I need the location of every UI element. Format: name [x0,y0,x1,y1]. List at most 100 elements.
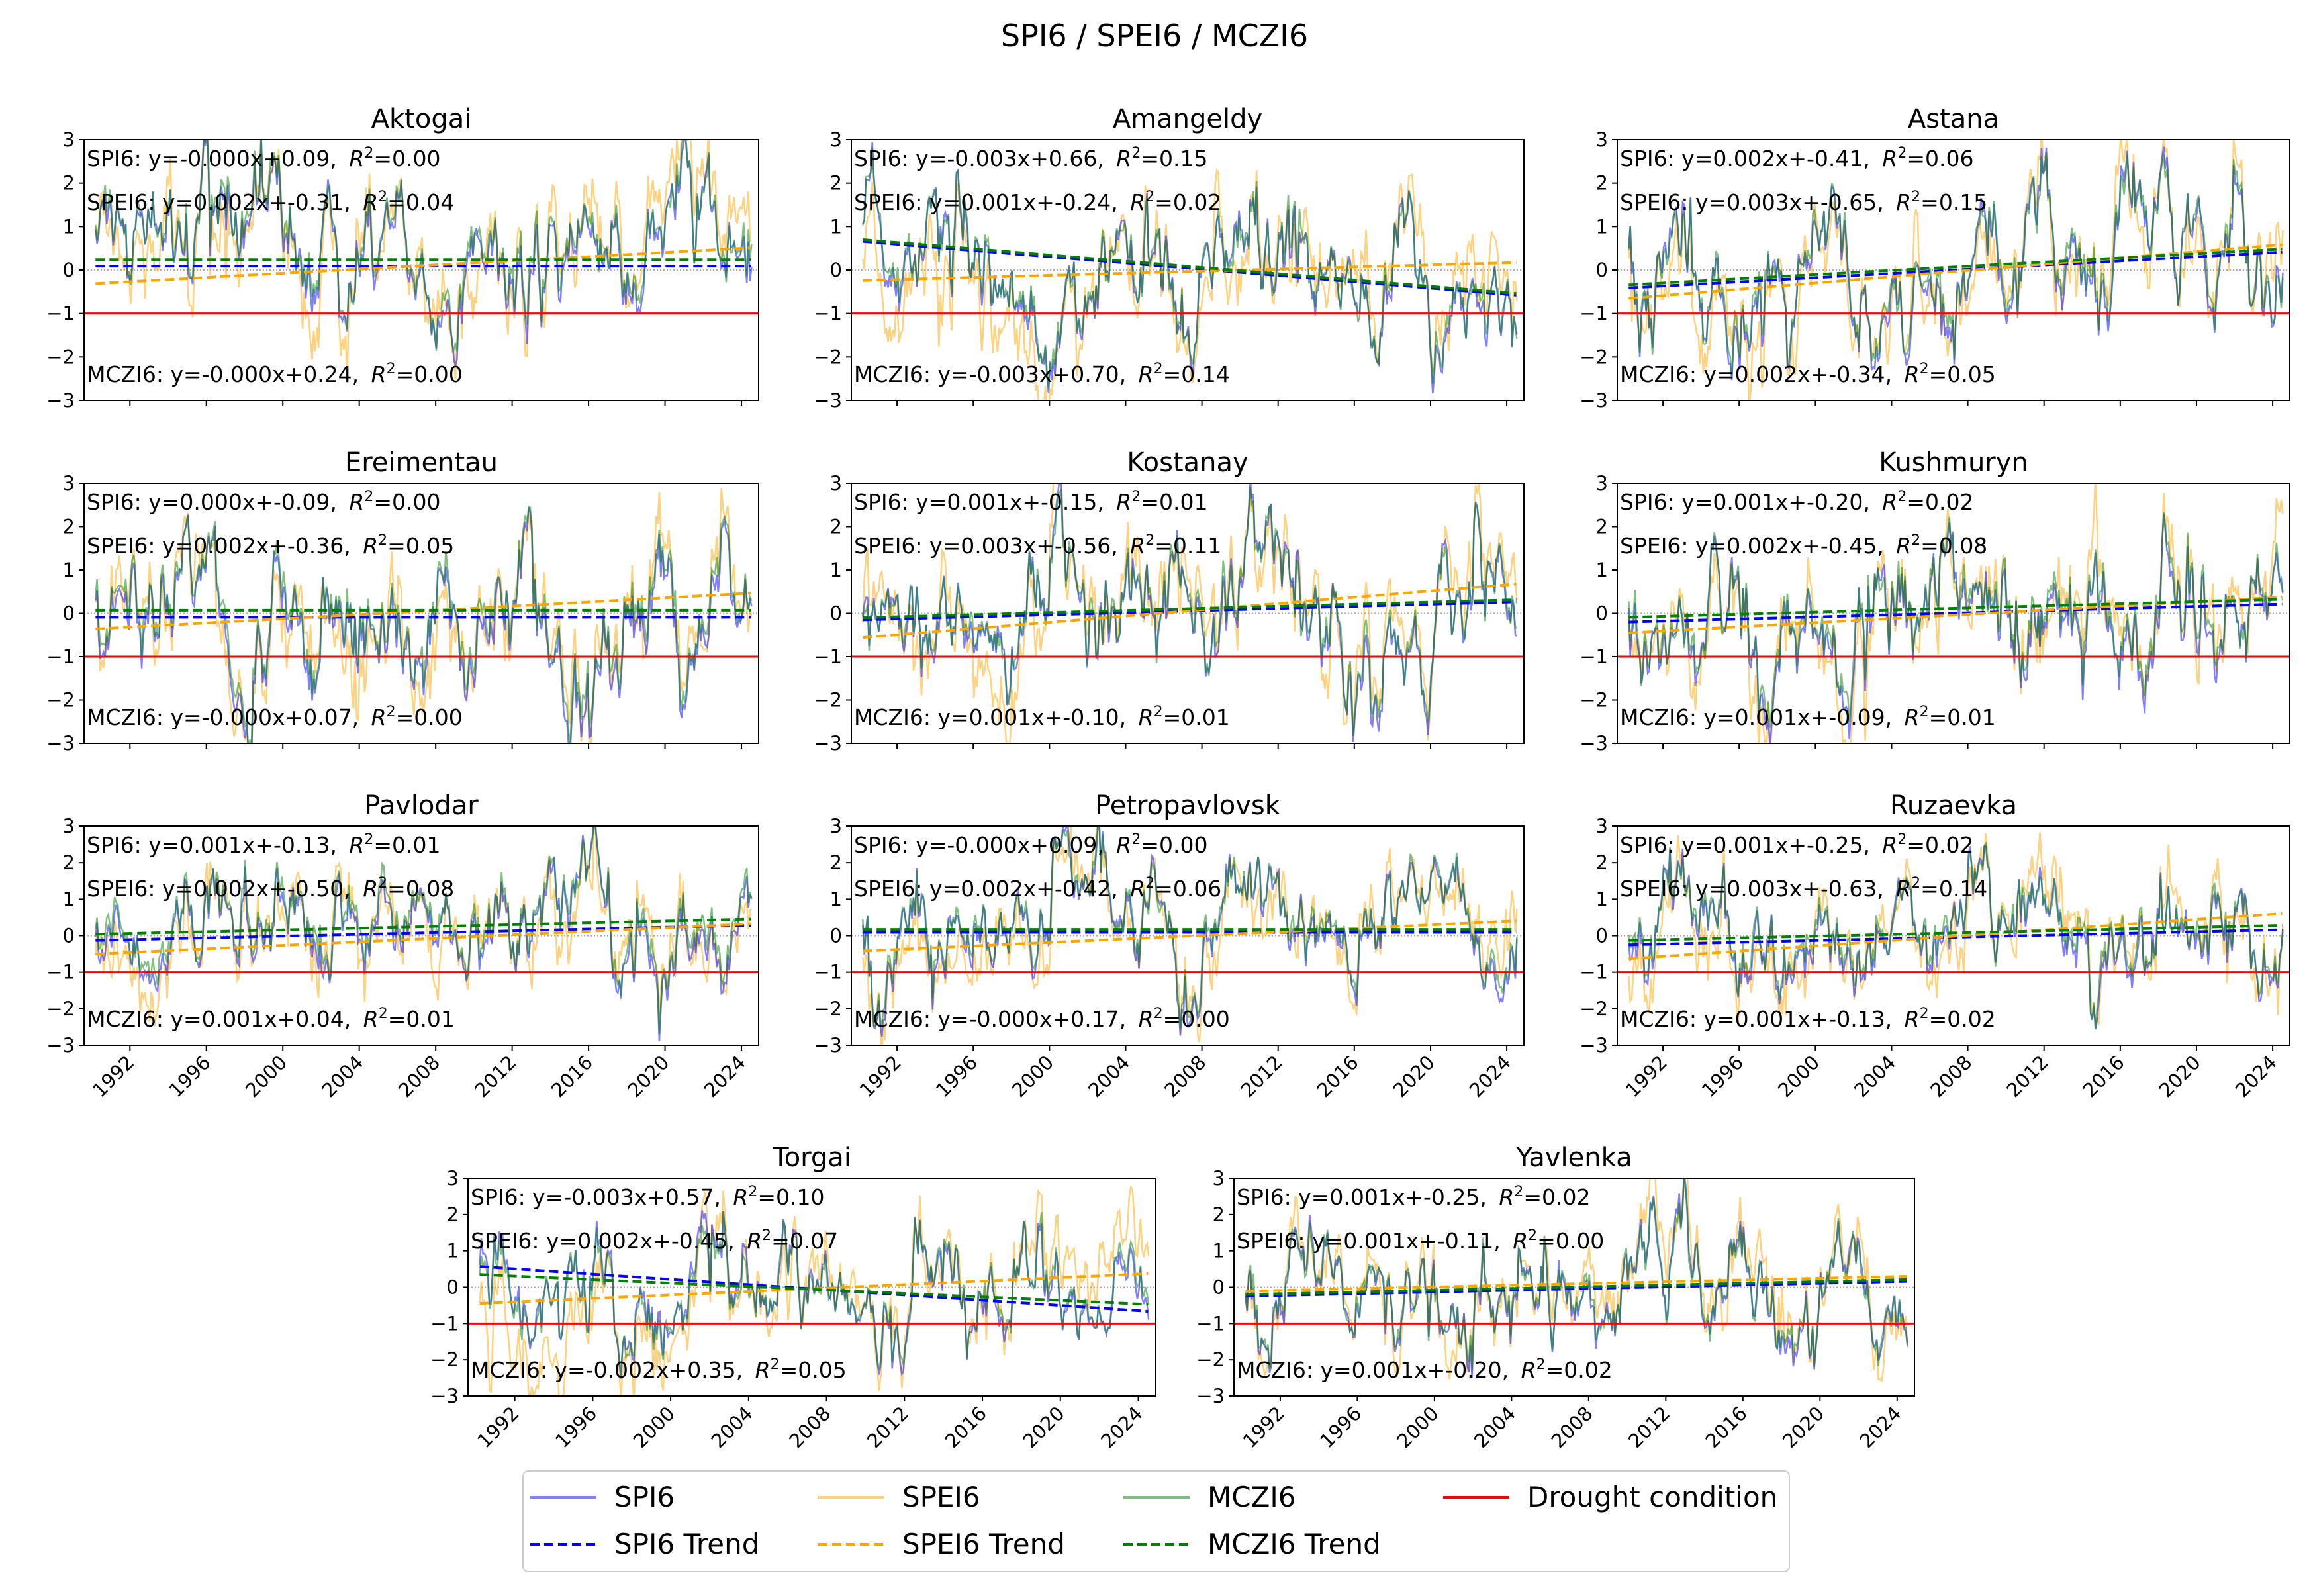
x-tick-label: 2008 [1547,1402,1597,1452]
series-group [95,487,753,743]
equation-text: SPEI6: y=0.001x+-0.11, [1237,1228,1507,1254]
r-symbol: R [755,1357,771,1383]
equation-text: SPI6: y=0.002x+-0.41, [1620,146,1877,171]
r2-equals: = [757,1184,776,1210]
subplot-kushmuryn: Kushmuryn 3 2 1 0 −1 −2 −3 SPI6: y=0.001x+-0.20,… [1579,447,2290,755]
x-tick-label: 2000 [1773,1051,1824,1102]
spei6-trend-equation: SPEI6: y=0.001x+-0.11, R2=0.00 [1237,1227,1604,1254]
equation-text: SPEI6: y=0.003x+-0.56, [854,533,1125,559]
equation-text: MCZI6: y=0.001x+-0.13, [1620,1006,1899,1032]
squared-superscript: 2 [1131,145,1141,162]
squared-superscript: 2 [364,831,373,848]
r-symbol: R [1116,489,1131,515]
r2-value: 0.06 [1925,146,1973,171]
equation-text: SPEI6: y=0.002x+-0.50, [87,876,357,902]
x-tick-label: 1996 [931,1051,982,1102]
r2-equals: = [1929,1006,1948,1032]
squared-superscript: 2 [1145,532,1154,549]
r-symbol: R [363,189,378,215]
x-tick-label: 2016 [941,1402,991,1452]
subplot-title: Amangeldy [1113,104,1262,134]
y-tick-label: 2 [1596,516,1608,538]
y-tick-label: −1 [1579,961,1608,984]
x-tick-label: 2020 [623,1051,673,1102]
r-symbol: R [1130,533,1145,559]
subplot-kostanay: Kostanay 3 2 1 0 −1 −2 −3 SPI6: y=0.001x+-0.15, … [814,447,1525,755]
x-tick-label: 2000 [1393,1402,1443,1452]
spei6-trend-equation: SPEI6: y=0.002x+-0.45, R2=0.07 [471,1227,838,1254]
mczi6-trend-equation: MCZI6: y=0.001x+-0.13, R2=0.02 [1620,1006,1996,1032]
equation-text: SPI6: y=-0.000x+0.09, [87,146,344,171]
r2-value: 0.11 [1173,533,1221,559]
subplot-title: Astana [1908,104,1999,134]
r-symbol: R [1499,1184,1514,1210]
r-symbol: R [363,1006,379,1032]
mczi6-trend-equation: MCZI6: y=0.001x+-0.10, R2=0.01 [854,704,1230,730]
x-tick-label: 2016 [547,1051,597,1102]
spei6-trend-equation: SPEI6: y=0.002x+-0.36, R2=0.05 [87,532,454,559]
y-tick-label: −3 [1579,732,1608,755]
spei6-trend-equation: SPEI6: y=0.002x+-0.31, R2=0.04 [87,189,454,215]
mczi6-trend-line [95,917,751,936]
y-tick-label: −1 [814,961,842,984]
r2-value: 0.02 [1542,1184,1590,1210]
subplot-petropavlovsk: Petropavlovsk 3 2 1 0 −1 −2 −3 1992 1996 2000 2004 2… [814,790,1525,1102]
equation-text: MCZI6: y=0.002x+-0.34, [1620,361,1899,387]
squared-superscript: 2 [387,704,396,720]
x-tick-label: 2008 [784,1402,835,1452]
mczi6-trend-equation: MCZI6: y=0.001x+-0.09, R2=0.01 [1620,704,1996,730]
x-tick-label: 1992 [1239,1402,1289,1452]
squared-superscript: 2 [364,145,373,162]
y-tick-label: −3 [46,389,75,412]
equation-text: SPEI6: y=0.003x+-0.65, [1620,189,1891,215]
r-symbol: R [1882,832,1897,858]
y-tick-label: 2 [1596,172,1608,195]
r2-value: 0.05 [1947,361,1995,387]
squared-superscript: 2 [378,875,387,892]
series-group [862,142,1518,400]
r2-value: 0.06 [1173,876,1221,902]
equation-text: MCZI6: y=-0.002x+0.35, [471,1357,750,1383]
legend-item-spi6: SPI6 [530,1481,675,1513]
x-tick-label: 1996 [164,1051,214,1102]
r2-value: 0.04 [406,189,454,215]
equation-text: MCZI6: y=-0.003x+0.70, [854,361,1133,387]
y-tick-label: 3 [1213,1167,1225,1190]
spi6-trend-equation: SPI6: y=0.002x+-0.41, R2=0.06 [1620,145,1973,171]
r2-value: 0.01 [1159,489,1207,515]
series-group [1628,140,2284,400]
r2-value: 0.02 [1925,832,1973,858]
y-tick-label: −3 [814,389,842,412]
y-tick-label: −2 [814,689,842,712]
legend-label: SPEI6 Trend [902,1528,1065,1560]
x-tick-label: 1996 [1697,1051,1748,1102]
spi6-trend-equation: SPI6: y=-0.003x+0.66, R2=0.15 [854,145,1207,171]
y-tick-label: −2 [814,346,842,368]
r2-value: 0.02 [1947,1006,1995,1032]
subplot-title: Torgai [772,1143,851,1173]
spi6-trend-line [1628,250,2283,289]
y-tick-label: −1 [430,1312,459,1335]
r-symbol: R [1116,146,1131,171]
x-tick-label: 1996 [551,1402,601,1452]
r-symbol: R [371,361,387,387]
squared-superscript: 2 [762,1227,771,1244]
y-tick-label: 0 [63,925,75,947]
r2-value: 0.00 [1181,1006,1229,1032]
mczi6-trend-equation: MCZI6: y=-0.000x+0.07, R2=0.00 [87,704,463,730]
mczi6-trend-line [1628,248,2283,287]
mczi6-trend-line [1245,1278,1907,1296]
r2-equals: = [1907,489,1925,515]
y-tick-label: −3 [430,1385,459,1407]
mczi6-trend-equation: MCZI6: y=-0.002x+0.35, R2=0.05 [471,1356,847,1383]
figure-title: SPI6 / SPEI6 / MCZI6 [1001,18,1308,54]
legend-label: SPEI6 [902,1481,980,1513]
legend-label: SPI6 [614,1481,675,1513]
x-tick-label: 2012 [1624,1402,1674,1452]
y-tick-label: 1 [830,888,842,910]
r2-equals: = [1154,876,1173,902]
series-group [1245,1178,1908,1383]
squared-superscript: 2 [1911,532,1920,549]
y-tick-label: −2 [46,998,75,1020]
